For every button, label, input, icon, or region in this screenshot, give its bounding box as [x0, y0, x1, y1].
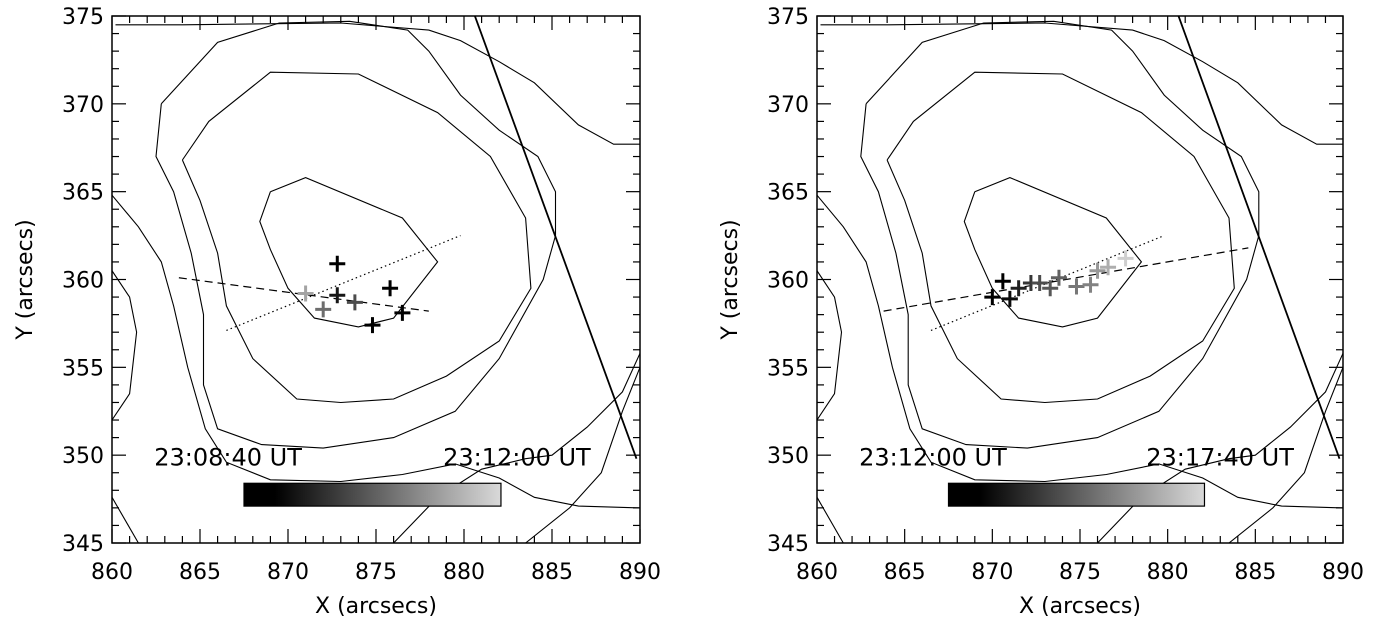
source-marker — [329, 287, 346, 304]
source-marker — [1031, 275, 1048, 292]
contour-line — [181, 71, 532, 404]
dashed-fit-line — [883, 247, 1249, 312]
contour-line — [886, 71, 1235, 404]
x-axis-label: X (arcsecs) — [1019, 594, 1141, 619]
time-colorbar — [947, 482, 1206, 507]
x-tick-label: 890 — [1322, 560, 1364, 585]
y-axis-label: Y (arcsecs) — [718, 219, 743, 340]
source-marker — [1042, 280, 1059, 297]
chart-panel-right: 860 865 870 875 880 885 890 345 350 355 360 365 370 3… — [718, 5, 1364, 619]
source-marker — [1082, 276, 1099, 293]
plot-area — [112, 16, 640, 543]
y-tick-label: 375 — [62, 5, 104, 30]
x-tick-label: 860 — [796, 560, 838, 585]
contour-line — [259, 177, 439, 328]
source-marker — [1068, 278, 1085, 295]
source-marker — [382, 280, 399, 297]
dashed-fit-line — [178, 277, 429, 312]
contour-line — [115, 22, 640, 145]
x-tick-label: 870 — [267, 560, 309, 585]
source-marker — [346, 294, 363, 311]
limb-line — [473, 16, 638, 459]
source-marker — [1050, 269, 1067, 286]
time-start-label: 23:12:00 UT — [859, 444, 1007, 472]
source-marker — [1089, 262, 1106, 279]
source-marker — [297, 285, 314, 302]
y-tick-label: 375 — [767, 5, 809, 30]
limb-line — [1177, 16, 1341, 459]
axis-ticks — [111, 15, 641, 544]
y-tick-label: 345 — [62, 532, 104, 557]
source-marker — [1001, 290, 1018, 307]
source-marker — [329, 255, 346, 272]
time-end-label: 23:12:00 UT — [443, 444, 591, 472]
contour-line — [820, 22, 1343, 145]
contour-line — [155, 20, 557, 449]
contour-line — [963, 177, 1143, 328]
x-tick-label: 865 — [179, 560, 221, 585]
y-tick-label: 355 — [767, 356, 809, 381]
contour-line — [112, 194, 640, 509]
source-marker — [1117, 250, 1134, 267]
dotted-fit-line — [226, 235, 461, 331]
contour-line — [525, 367, 640, 543]
x-tick-label: 860 — [91, 560, 133, 585]
contour-line — [860, 20, 1260, 449]
y-tick-label: 350 — [62, 444, 104, 469]
plot-area — [817, 16, 1343, 543]
x-axis-label: X (arcsecs) — [315, 594, 437, 619]
x-tick-label: 880 — [1147, 560, 1189, 585]
x-tick-label: 885 — [1234, 560, 1276, 585]
x-tick-label: 870 — [971, 560, 1013, 585]
axis-ticks — [816, 15, 1344, 544]
contour-line — [817, 270, 843, 421]
source-marker — [994, 273, 1011, 290]
contour-line — [1228, 367, 1343, 543]
x-tick-label: 880 — [443, 560, 485, 585]
source-marker — [1010, 280, 1027, 297]
y-axis-label: Y (arcsecs) — [13, 219, 38, 340]
contour-line — [112, 270, 138, 421]
source-marker — [984, 289, 1001, 306]
source-marker — [1100, 259, 1117, 276]
y-tick-label: 345 — [767, 532, 809, 557]
y-tick-label: 365 — [62, 181, 104, 206]
y-tick-label: 370 — [62, 93, 104, 118]
x-tick-label: 890 — [619, 560, 661, 585]
time-colorbar — [243, 482, 502, 507]
time-end-label: 23:17:40 UT — [1146, 444, 1294, 472]
y-tick-label: 360 — [767, 269, 809, 294]
contour-line — [112, 497, 139, 543]
chart-panel-left: 860 865 870 875 880 885 890 345 350 355 360 365 370 3… — [13, 5, 661, 619]
source-marker — [315, 301, 332, 318]
y-tick-label: 370 — [767, 93, 809, 118]
contour-line — [817, 194, 1343, 509]
source-marker — [364, 317, 381, 334]
x-tick-label: 875 — [355, 560, 397, 585]
source-marker — [394, 304, 411, 321]
x-tick-label: 865 — [884, 560, 926, 585]
dotted-fit-line — [930, 235, 1165, 331]
y-tick-label: 355 — [62, 356, 104, 381]
contour-line — [817, 497, 844, 543]
x-tick-label: 875 — [1059, 560, 1101, 585]
x-tick-label: 885 — [531, 560, 573, 585]
y-tick-label: 360 — [62, 269, 104, 294]
time-start-label: 23:08:40 UT — [154, 444, 302, 472]
y-tick-label: 350 — [767, 444, 809, 469]
y-tick-label: 365 — [767, 181, 809, 206]
